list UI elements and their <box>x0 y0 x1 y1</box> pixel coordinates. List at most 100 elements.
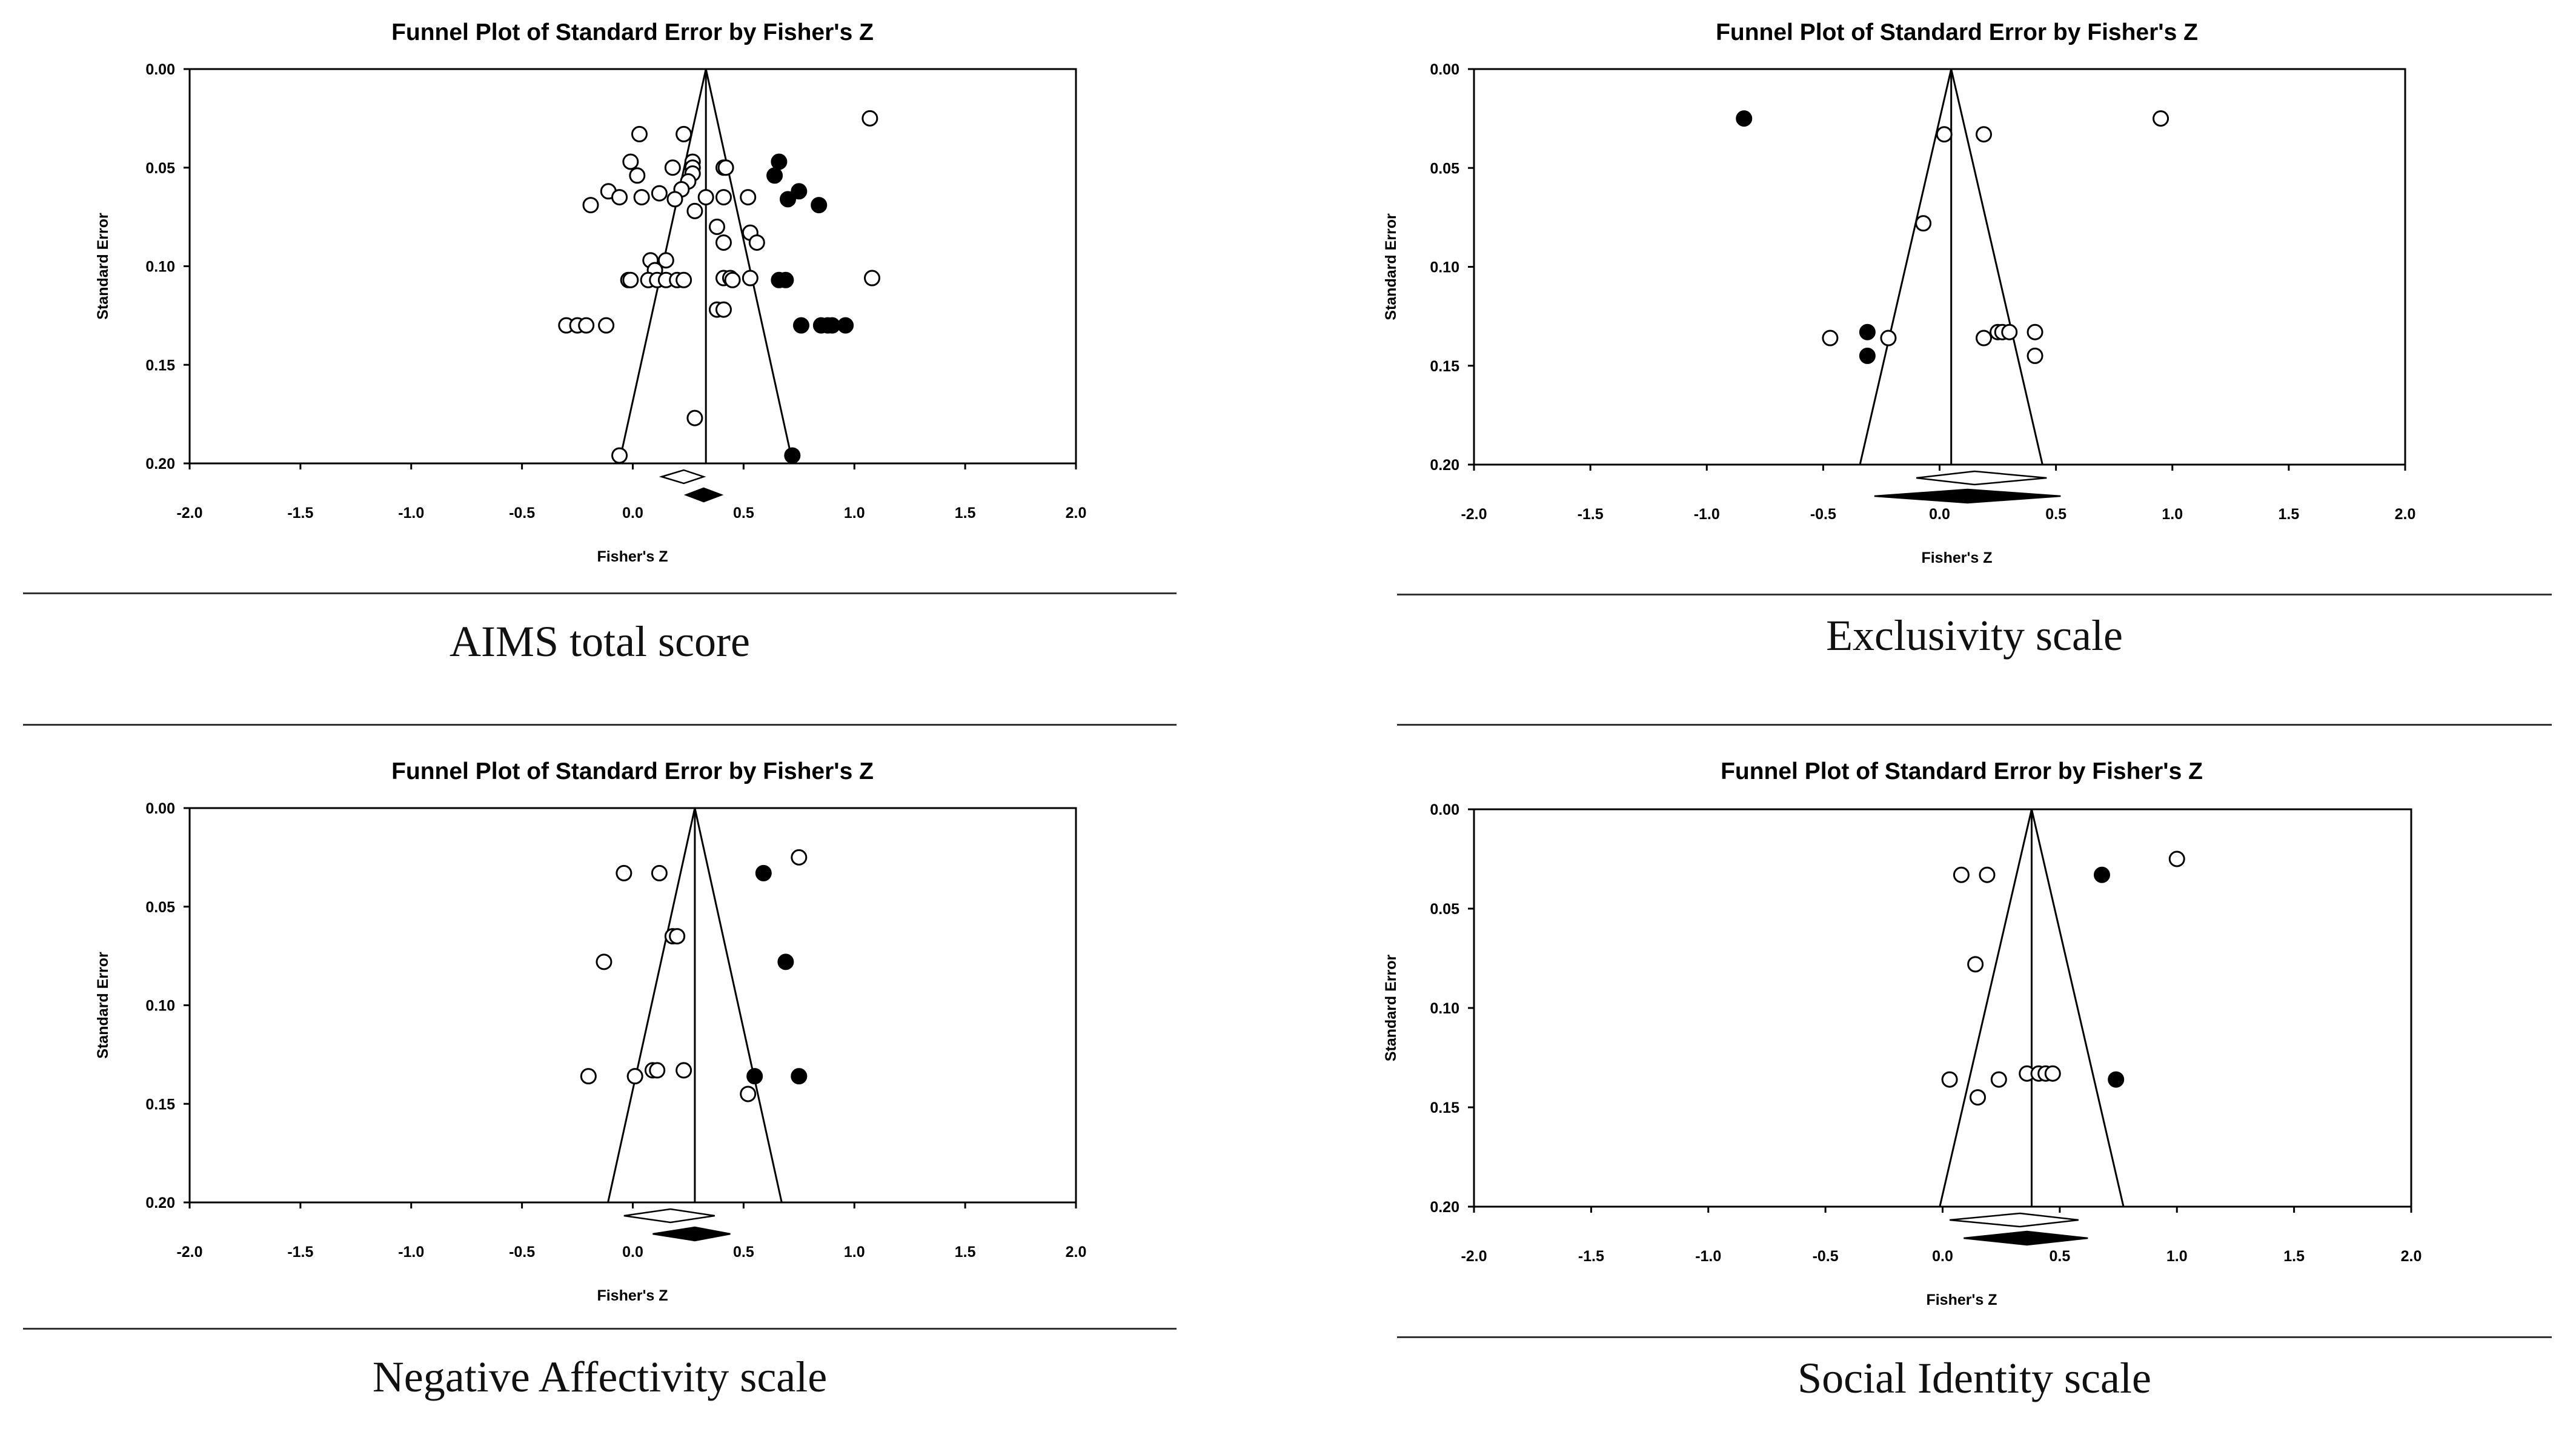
y-axis-label: Standard Error <box>1383 955 1399 1062</box>
observed-study-point <box>715 189 732 206</box>
x-tick-label: 1.5 <box>955 1244 976 1261</box>
x-tick-label: -1.0 <box>398 1244 424 1261</box>
observed-study-point <box>1936 126 1953 143</box>
x-tick-label: -0.5 <box>1810 506 1836 523</box>
observed-study-point <box>598 317 615 334</box>
observed-study-point <box>1880 330 1897 346</box>
x-axis-label: Fisher's Z <box>597 1287 668 1304</box>
funnel-plot-exclusivity: Funnel Plot of Standard Error by Fisher'… <box>1383 19 2416 566</box>
observed-study-point <box>676 125 692 142</box>
chart-title: Funnel Plot of Standard Error by Fisher'… <box>391 19 874 45</box>
observed-study-point <box>2044 1065 2061 1082</box>
observed-study-point <box>622 271 639 288</box>
observed-study-point <box>740 1086 757 1102</box>
observed-study-point <box>596 953 612 970</box>
observed-study-point <box>1915 215 1932 232</box>
funnel-right-line <box>1950 68 2043 465</box>
observed-study-point <box>669 928 686 945</box>
observed-summary-diamond <box>623 1208 715 1224</box>
x-tick-label: 2.0 <box>2401 1248 2422 1265</box>
imputed-study-point <box>777 953 794 970</box>
caption-rule-bottom <box>23 1328 1177 1330</box>
observed-study-point <box>649 1062 666 1079</box>
observed-study-point <box>1970 1089 1987 1106</box>
funnel-plot-aims: Funnel Plot of Standard Error by Fisher'… <box>95 19 1087 565</box>
x-tick-label: 0.0 <box>622 505 643 522</box>
chart-panel-aims: Funnel Plot of Standard Error by Fisher'… <box>0 0 1288 716</box>
imputed-study-point <box>771 153 788 170</box>
observed-study-point <box>626 1068 643 1085</box>
observed-study-point <box>2001 323 2018 340</box>
funnel-right-line <box>705 68 794 464</box>
y-tick-label: 0.00 <box>145 61 175 78</box>
x-tick-label: 2.0 <box>1066 505 1087 522</box>
imputed-study-point <box>784 447 801 464</box>
imputed-study-point <box>780 191 797 208</box>
observed-study-point <box>578 317 595 334</box>
y-tick-label: 0.20 <box>145 1195 175 1212</box>
observed-summary-diamond <box>659 469 706 485</box>
y-tick-label: 0.05 <box>1430 901 1459 918</box>
x-tick-label: 1.5 <box>2283 1248 2305 1265</box>
y-tick-label: 0.10 <box>1430 259 1459 276</box>
observed-study-point <box>740 189 757 206</box>
x-tick-label: 0.0 <box>1929 506 1950 523</box>
x-axis-label: Fisher's Z <box>1921 549 1992 566</box>
y-tick-label: 0.20 <box>1430 1199 1459 1216</box>
y-tick-label: 0.00 <box>1430 801 1459 818</box>
caption-negative-affectivity: Negative Affectivity scale <box>372 1353 828 1401</box>
x-tick-label: -0.5 <box>1813 1248 1839 1265</box>
observed-study-point <box>631 125 648 142</box>
observed-study-point <box>1990 1071 2007 1088</box>
adjusted-summary-diamond <box>1964 1230 2088 1246</box>
imputed-study-point <box>2093 866 2110 883</box>
funnel-left-line <box>1939 809 2033 1207</box>
observed-study-point <box>657 252 674 269</box>
x-tick-label: 0.5 <box>2045 506 2066 523</box>
observed-summary-diamond <box>1949 1212 2079 1228</box>
observed-study-point <box>1822 330 1839 346</box>
imputed-study-point <box>811 197 828 214</box>
x-axis-label: Fisher's Z <box>1926 1291 1997 1308</box>
imputed-study-point <box>1859 347 1876 364</box>
x-tick-label: -1.0 <box>398 505 424 522</box>
caption-rule-top <box>23 592 1177 594</box>
y-tick-label: 0.10 <box>1430 1000 1459 1017</box>
adjusted-summary-diamond <box>683 487 724 503</box>
observed-study-point <box>724 271 741 288</box>
funnel-right-line <box>2031 809 2125 1207</box>
x-tick-label: 1.0 <box>2162 506 2183 523</box>
caption-social-identity: Social Identity scale <box>1798 1354 2151 1402</box>
caption-rule-top <box>1397 594 2552 595</box>
observed-study-point <box>611 447 628 464</box>
x-tick-label: -1.5 <box>1578 506 1604 523</box>
imputed-study-point <box>2108 1071 2125 1088</box>
observed-summary-diamond <box>1916 470 2047 486</box>
y-tick-label: 0.15 <box>1430 358 1459 375</box>
observed-study-point <box>611 189 628 206</box>
observed-study-point <box>666 191 683 208</box>
y-tick-label: 0.05 <box>145 160 175 177</box>
observed-study-point <box>664 159 681 176</box>
observed-study-point <box>717 159 734 176</box>
plot-frame <box>188 807 1077 1204</box>
observed-study-point <box>651 864 668 881</box>
observed-study-point <box>686 202 703 219</box>
x-tick-label: 1.0 <box>844 505 865 522</box>
imputed-study-point <box>1736 110 1753 127</box>
chart-panel-social-identity: Funnel Plot of Standard Error by Fisher'… <box>1288 716 2576 1432</box>
x-tick-label: 2.0 <box>2395 506 2416 523</box>
y-axis-label: Standard Error <box>95 213 111 320</box>
observed-study-point <box>676 271 692 288</box>
x-tick-label: -1.5 <box>287 1244 313 1261</box>
funnel-plot-negative-affectivity: Funnel Plot of Standard Error by Fisher'… <box>95 758 1087 1304</box>
x-axis-label: Fisher's Z <box>597 548 668 565</box>
chart-title: Funnel Plot of Standard Error by Fisher'… <box>391 758 874 784</box>
observed-study-point <box>629 167 646 184</box>
observed-study-point <box>1976 330 1993 346</box>
x-tick-label: 2.0 <box>1066 1244 1087 1261</box>
y-tick-label: 0.20 <box>1430 457 1459 474</box>
x-tick-label: 0.5 <box>733 1244 754 1261</box>
y-axis-label: Standard Error <box>95 952 111 1059</box>
observed-study-point <box>715 301 732 318</box>
